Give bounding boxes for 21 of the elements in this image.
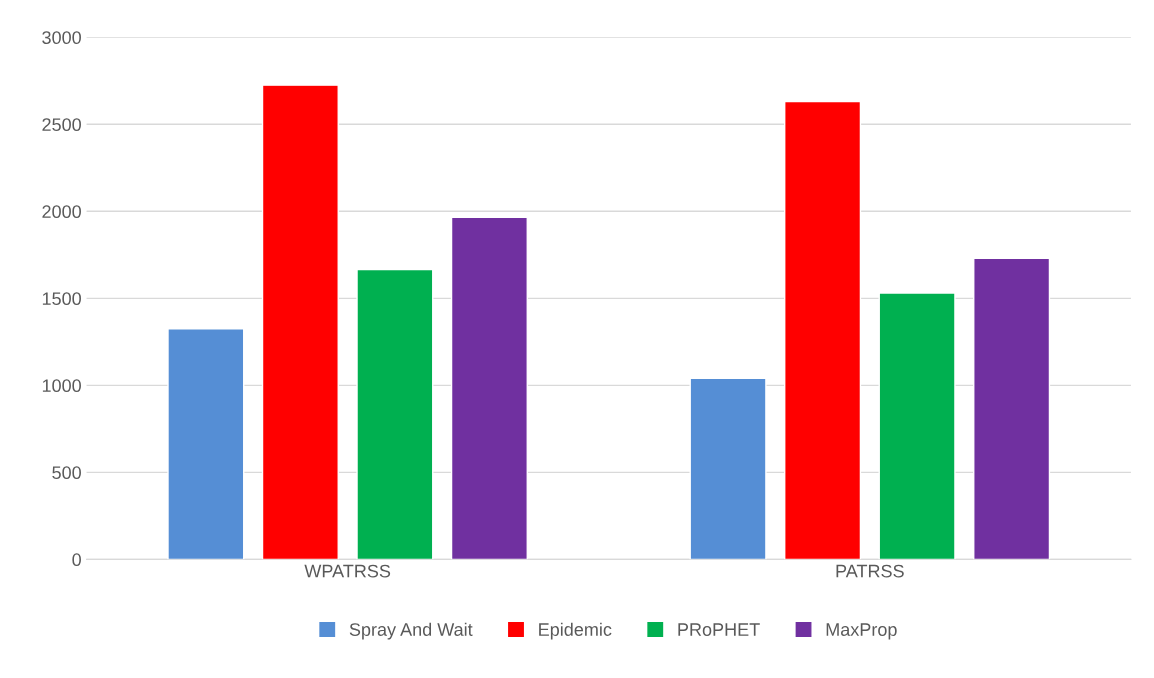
- bar: [973, 257, 1051, 560]
- y-tick-label: 1000: [42, 379, 81, 393]
- y-tick-label: 1500: [42, 292, 81, 306]
- y-tick-label: 0: [72, 553, 81, 567]
- bar: [356, 268, 434, 560]
- bar: [167, 328, 245, 560]
- bar: [450, 216, 528, 560]
- legend-label: MaxProp: [826, 623, 897, 640]
- legend-label: Epidemic: [539, 622, 612, 640]
- bar: [261, 84, 339, 560]
- bar: [878, 292, 956, 560]
- bar: [784, 100, 862, 560]
- bar: [689, 377, 767, 560]
- y-tick-label: 3000: [42, 31, 81, 45]
- y-tick-label: 2500: [42, 118, 81, 132]
- x-tick-label: PATRSS: [836, 564, 904, 578]
- legend-label: PRoPHET: [678, 623, 760, 636]
- legend-label: Spray And Wait: [349, 622, 473, 640]
- y-tick-label: 2000: [42, 205, 81, 219]
- y-tick-label: 500: [52, 466, 81, 480]
- x-tick-label: WPATRSS: [304, 564, 391, 578]
